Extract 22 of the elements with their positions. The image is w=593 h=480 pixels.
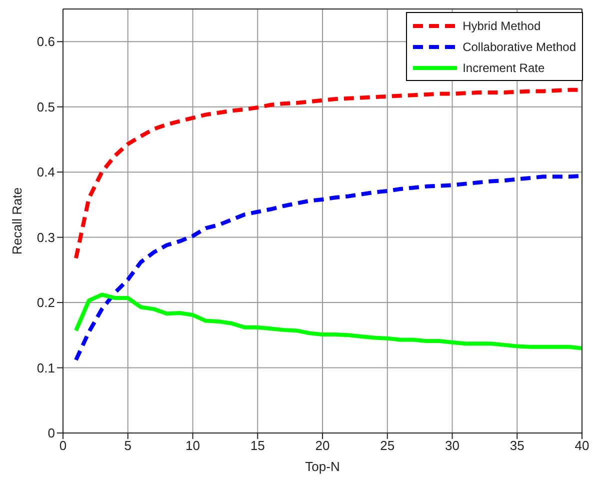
x-axis-title: Top-N [305, 459, 340, 474]
y-tick-label: 0.3 [36, 230, 55, 245]
legend-label: Hybrid Method [462, 18, 541, 32]
x-tick-label: 40 [574, 438, 590, 454]
x-tick-label: 30 [445, 438, 460, 454]
x-tick-label: 15 [250, 438, 265, 454]
y-tick-label: 0.6 [36, 34, 55, 50]
y-tick-label: 0.4 [36, 164, 55, 180]
x-tick-label: 25 [380, 438, 395, 454]
y-tick-label: 0.2 [36, 295, 55, 310]
x-tick-label: 20 [315, 438, 330, 454]
y-tick-label: 0.5 [36, 99, 55, 114]
line-series [74, 292, 582, 350]
y-tick-label: 0.1 [36, 360, 55, 376]
legend-label: Collaborative Method [462, 40, 576, 54]
legend-label: Increment Rate [462, 60, 545, 74]
x-tick-label: 5 [124, 438, 132, 454]
x-tick-label: 35 [510, 438, 524, 454]
y-axis-title: Recall Rate [10, 187, 25, 255]
y-tick-label: 0 [48, 426, 55, 441]
x-tick-label: 10 [186, 438, 200, 454]
x-tick-label: 0 [59, 438, 67, 454]
